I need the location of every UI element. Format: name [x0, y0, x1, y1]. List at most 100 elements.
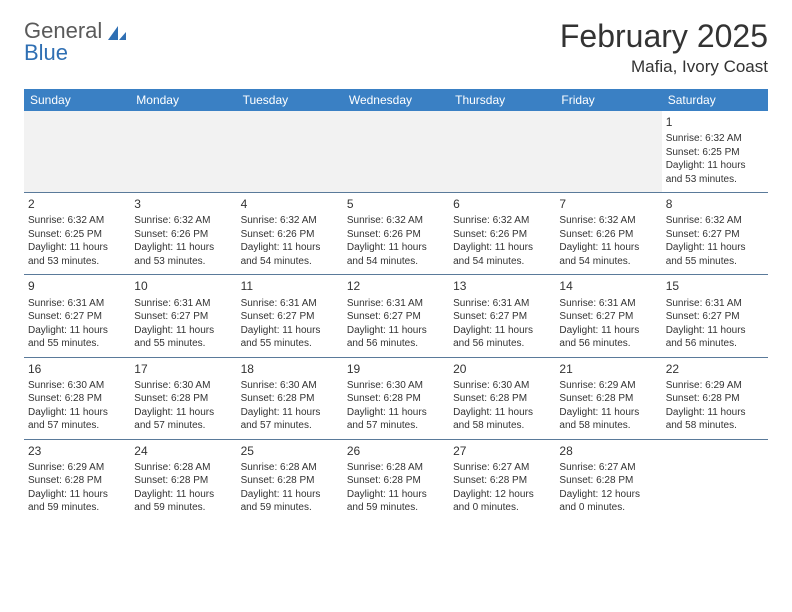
- sunrise-text: Sunrise: 6:29 AM: [559, 379, 657, 393]
- sunrise-text: Sunrise: 6:32 AM: [453, 214, 551, 228]
- daylight-text: Daylight: 11 hours and 57 minutes.: [347, 406, 445, 433]
- sunset-text: Sunset: 6:28 PM: [134, 474, 232, 488]
- daylight-text: Daylight: 11 hours and 55 minutes.: [134, 324, 232, 351]
- sunrise-text: Sunrise: 6:30 AM: [134, 379, 232, 393]
- day-number: 23: [28, 443, 126, 459]
- day-cell: 11Sunrise: 6:31 AMSunset: 6:27 PMDayligh…: [237, 275, 343, 357]
- sunrise-text: Sunrise: 6:32 AM: [28, 214, 126, 228]
- calendar-table: Sunday Monday Tuesday Wednesday Thursday…: [24, 89, 768, 521]
- title-block: February 2025 Mafia, Ivory Coast: [560, 18, 768, 77]
- sunset-text: Sunset: 6:28 PM: [241, 474, 339, 488]
- day-number: 18: [241, 361, 339, 377]
- day-cell: 15Sunrise: 6:31 AMSunset: 6:27 PMDayligh…: [662, 275, 768, 357]
- day-number: 10: [134, 278, 232, 294]
- daylight-text: Daylight: 11 hours and 53 minutes.: [28, 241, 126, 268]
- daylight-text: Daylight: 11 hours and 56 minutes.: [666, 324, 764, 351]
- sunrise-text: Sunrise: 6:31 AM: [347, 297, 445, 311]
- day-number: 9: [28, 278, 126, 294]
- day-number: 1: [666, 114, 764, 130]
- logo-word2: Blue: [24, 40, 102, 66]
- sunset-text: Sunset: 6:28 PM: [559, 392, 657, 406]
- day-number: 28: [559, 443, 657, 459]
- day-cell: 5Sunrise: 6:32 AMSunset: 6:26 PMDaylight…: [343, 193, 449, 275]
- sunset-text: Sunset: 6:27 PM: [241, 310, 339, 324]
- day-cell: 6Sunrise: 6:32 AMSunset: 6:26 PMDaylight…: [449, 193, 555, 275]
- sunset-text: Sunset: 6:28 PM: [559, 474, 657, 488]
- daylight-text: Daylight: 11 hours and 58 minutes.: [666, 406, 764, 433]
- sunrise-text: Sunrise: 6:31 AM: [241, 297, 339, 311]
- sunset-text: Sunset: 6:28 PM: [347, 474, 445, 488]
- sunset-text: Sunset: 6:26 PM: [559, 228, 657, 242]
- sunset-text: Sunset: 6:27 PM: [559, 310, 657, 324]
- daylight-text: Daylight: 11 hours and 59 minutes.: [347, 488, 445, 515]
- day-number: 2: [28, 196, 126, 212]
- day-cell: 9Sunrise: 6:31 AMSunset: 6:27 PMDaylight…: [24, 275, 130, 357]
- day-cell: 14Sunrise: 6:31 AMSunset: 6:27 PMDayligh…: [555, 275, 661, 357]
- week-row: 1Sunrise: 6:32 AMSunset: 6:25 PMDaylight…: [24, 111, 768, 193]
- sunrise-text: Sunrise: 6:27 AM: [559, 461, 657, 475]
- sunset-text: Sunset: 6:26 PM: [347, 228, 445, 242]
- day-cell: 22Sunrise: 6:29 AMSunset: 6:28 PMDayligh…: [662, 357, 768, 439]
- sail-icon: [106, 22, 128, 48]
- day-cell: 23Sunrise: 6:29 AMSunset: 6:28 PMDayligh…: [24, 439, 130, 521]
- day-cell: 7Sunrise: 6:32 AMSunset: 6:26 PMDaylight…: [555, 193, 661, 275]
- daylight-text: Daylight: 11 hours and 57 minutes.: [134, 406, 232, 433]
- sunset-text: Sunset: 6:26 PM: [241, 228, 339, 242]
- day-cell: [555, 111, 661, 193]
- daylight-text: Daylight: 11 hours and 59 minutes.: [28, 488, 126, 515]
- col-wednesday: Wednesday: [343, 89, 449, 111]
- sunrise-text: Sunrise: 6:32 AM: [134, 214, 232, 228]
- daylight-text: Daylight: 11 hours and 57 minutes.: [241, 406, 339, 433]
- day-cell: [449, 111, 555, 193]
- sunset-text: Sunset: 6:28 PM: [241, 392, 339, 406]
- day-cell: 27Sunrise: 6:27 AMSunset: 6:28 PMDayligh…: [449, 439, 555, 521]
- col-sunday: Sunday: [24, 89, 130, 111]
- daylight-text: Daylight: 11 hours and 54 minutes.: [241, 241, 339, 268]
- day-cell: 20Sunrise: 6:30 AMSunset: 6:28 PMDayligh…: [449, 357, 555, 439]
- day-number: 24: [134, 443, 232, 459]
- sunrise-text: Sunrise: 6:29 AM: [28, 461, 126, 475]
- week-row: 16Sunrise: 6:30 AMSunset: 6:28 PMDayligh…: [24, 357, 768, 439]
- col-tuesday: Tuesday: [237, 89, 343, 111]
- day-cell: 10Sunrise: 6:31 AMSunset: 6:27 PMDayligh…: [130, 275, 236, 357]
- calendar-body: 1Sunrise: 6:32 AMSunset: 6:25 PMDaylight…: [24, 111, 768, 521]
- daylight-text: Daylight: 11 hours and 53 minutes.: [134, 241, 232, 268]
- day-cell: 19Sunrise: 6:30 AMSunset: 6:28 PMDayligh…: [343, 357, 449, 439]
- daylight-text: Daylight: 11 hours and 58 minutes.: [453, 406, 551, 433]
- daylight-text: Daylight: 11 hours and 59 minutes.: [134, 488, 232, 515]
- day-number: 7: [559, 196, 657, 212]
- day-cell: 24Sunrise: 6:28 AMSunset: 6:28 PMDayligh…: [130, 439, 236, 521]
- day-number: 21: [559, 361, 657, 377]
- sunrise-text: Sunrise: 6:32 AM: [666, 132, 764, 146]
- day-cell: 21Sunrise: 6:29 AMSunset: 6:28 PMDayligh…: [555, 357, 661, 439]
- sunrise-text: Sunrise: 6:30 AM: [28, 379, 126, 393]
- day-number: 3: [134, 196, 232, 212]
- day-number: 17: [134, 361, 232, 377]
- daylight-text: Daylight: 11 hours and 56 minutes.: [347, 324, 445, 351]
- day-header-row: Sunday Monday Tuesday Wednesday Thursday…: [24, 89, 768, 111]
- sunrise-text: Sunrise: 6:32 AM: [666, 214, 764, 228]
- sunrise-text: Sunrise: 6:31 AM: [559, 297, 657, 311]
- daylight-text: Daylight: 11 hours and 56 minutes.: [453, 324, 551, 351]
- daylight-text: Daylight: 11 hours and 54 minutes.: [347, 241, 445, 268]
- col-monday: Monday: [130, 89, 236, 111]
- day-number: 13: [453, 278, 551, 294]
- sunset-text: Sunset: 6:28 PM: [453, 392, 551, 406]
- daylight-text: Daylight: 11 hours and 59 minutes.: [241, 488, 339, 515]
- day-cell: 13Sunrise: 6:31 AMSunset: 6:27 PMDayligh…: [449, 275, 555, 357]
- day-cell: [343, 111, 449, 193]
- daylight-text: Daylight: 11 hours and 53 minutes.: [666, 159, 764, 186]
- location: Mafia, Ivory Coast: [560, 57, 768, 77]
- day-number: 11: [241, 278, 339, 294]
- day-number: 6: [453, 196, 551, 212]
- sunset-text: Sunset: 6:28 PM: [347, 392, 445, 406]
- day-number: 20: [453, 361, 551, 377]
- sunrise-text: Sunrise: 6:29 AM: [666, 379, 764, 393]
- page-header: GeneralBlue February 2025 Mafia, Ivory C…: [24, 18, 768, 77]
- day-cell: [24, 111, 130, 193]
- daylight-text: Daylight: 11 hours and 56 minutes.: [559, 324, 657, 351]
- day-number: 19: [347, 361, 445, 377]
- sunset-text: Sunset: 6:27 PM: [134, 310, 232, 324]
- day-number: 5: [347, 196, 445, 212]
- col-thursday: Thursday: [449, 89, 555, 111]
